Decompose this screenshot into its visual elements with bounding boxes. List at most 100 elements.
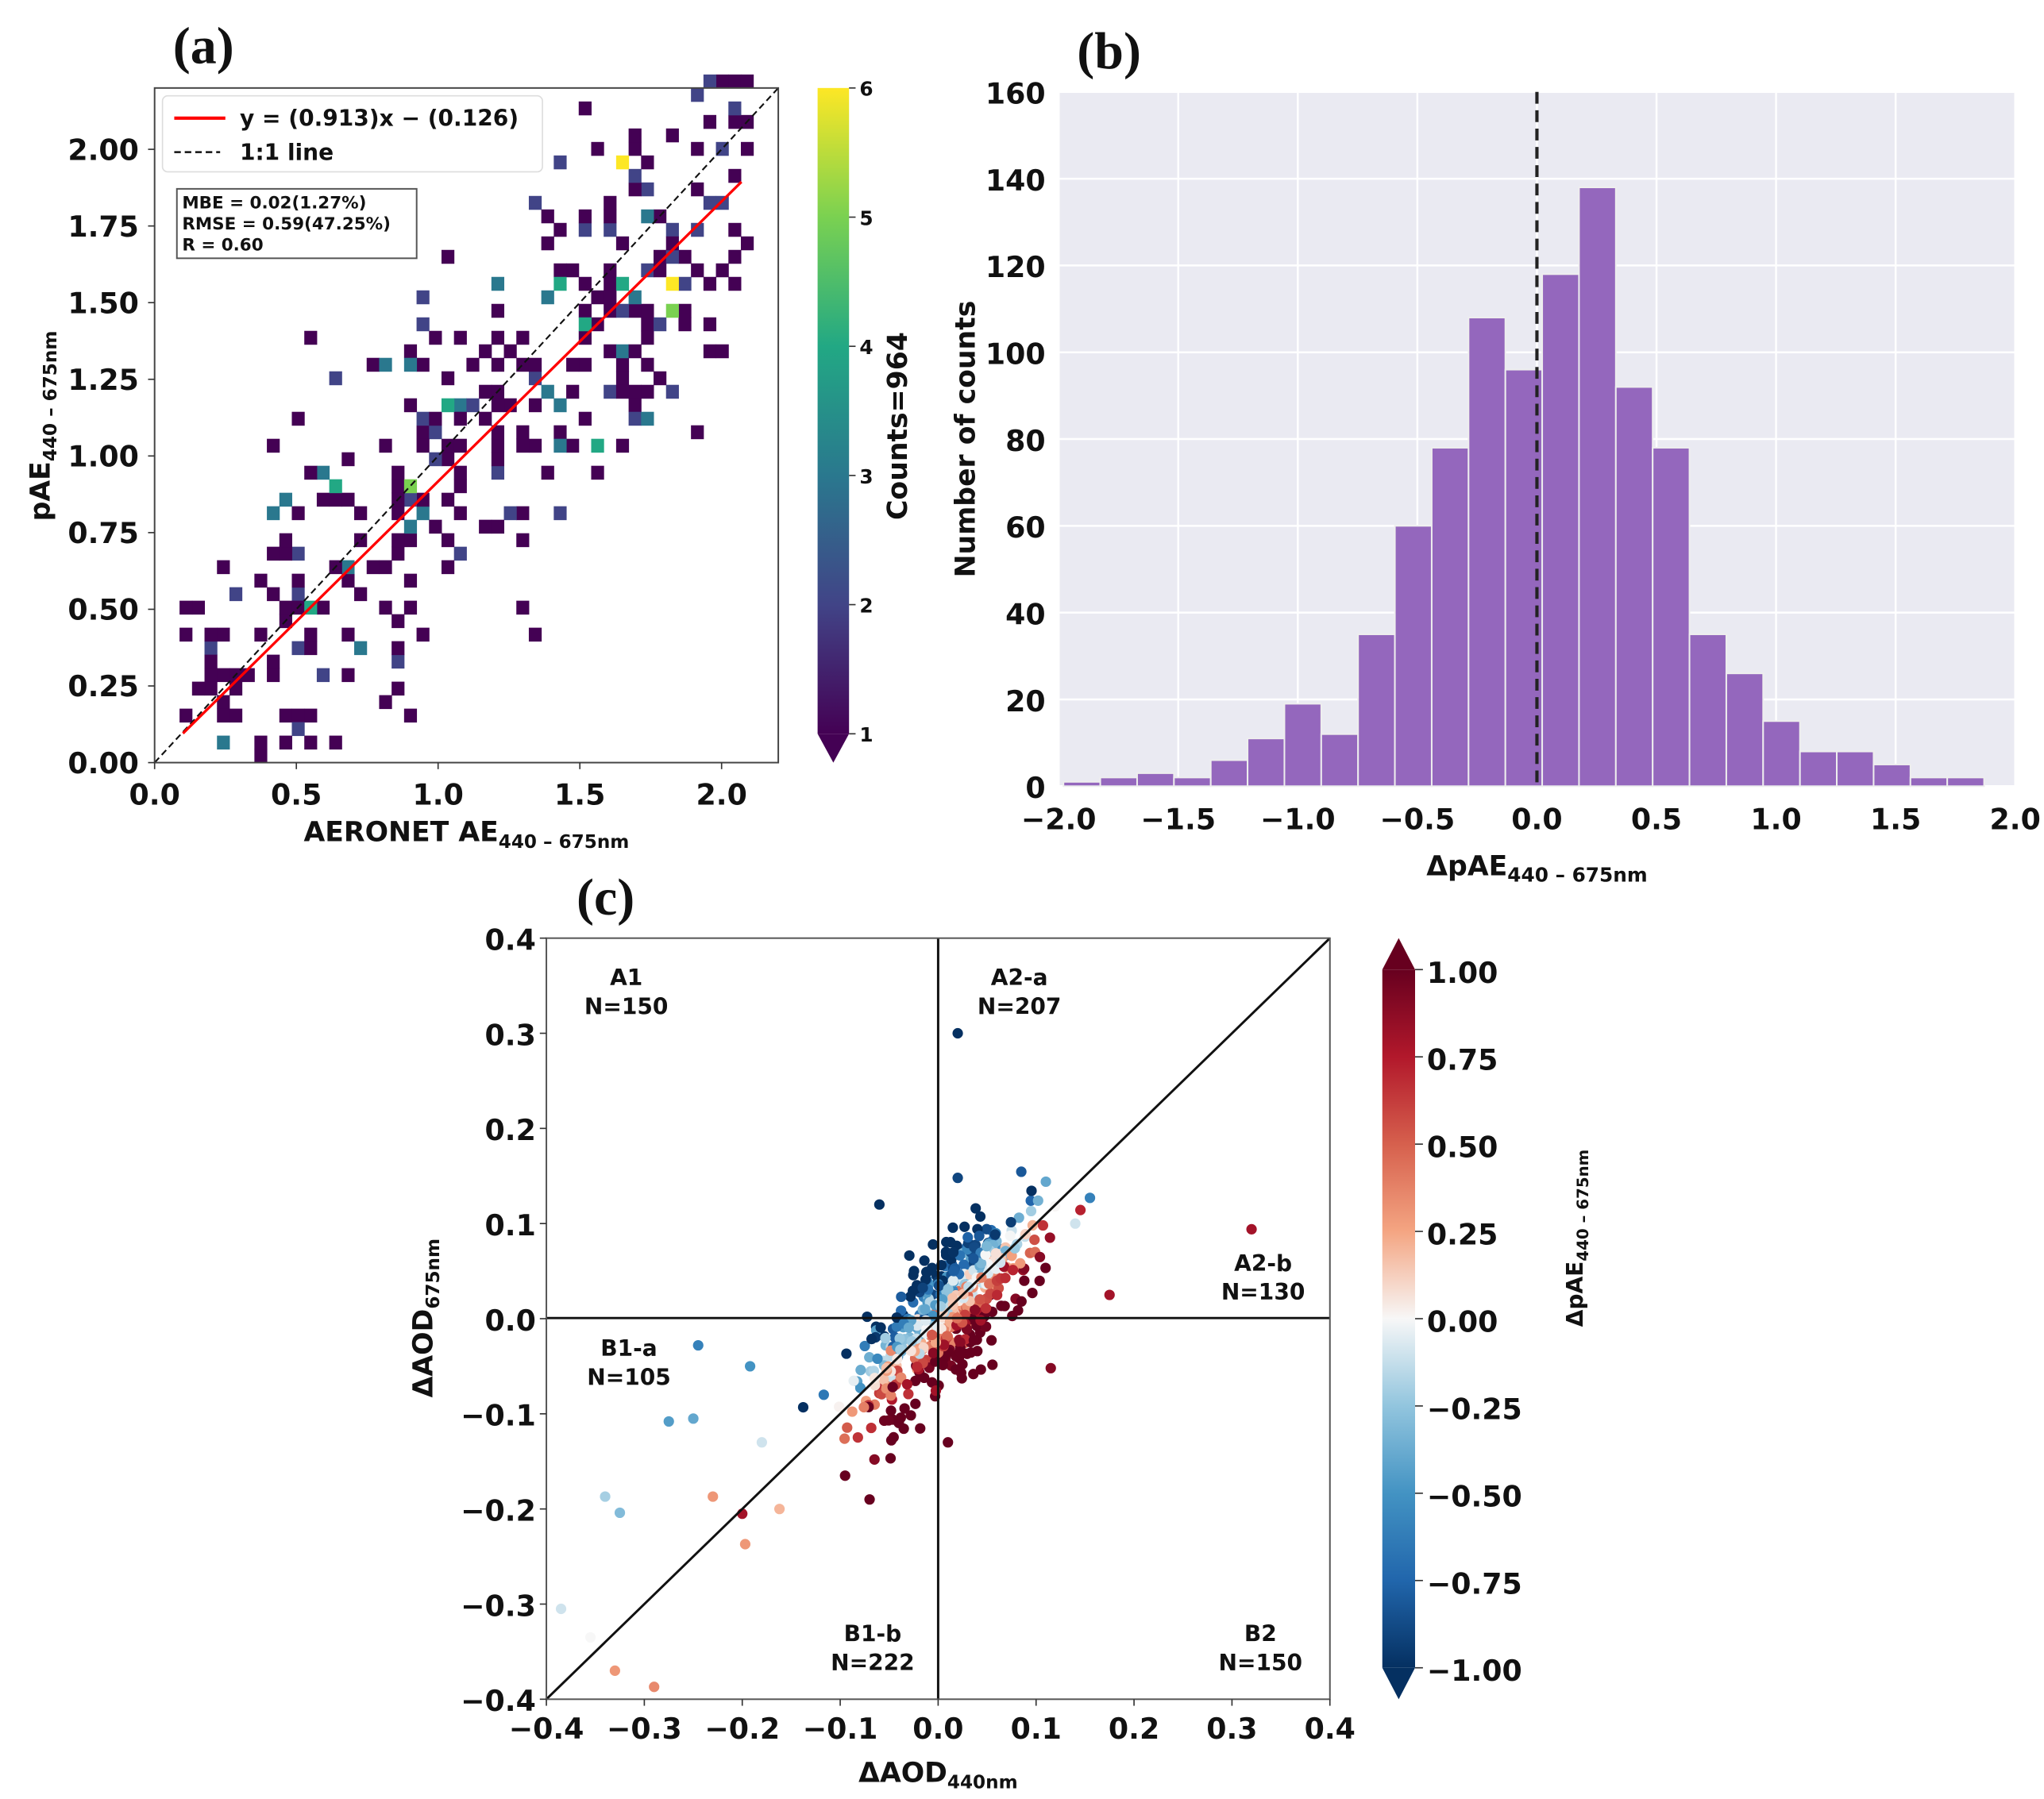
heatmap-cell (429, 425, 442, 440)
heatmap-cell (641, 384, 654, 399)
heatmap-cell (453, 465, 467, 480)
y-axis-label-a: pAE440 – 675nm (25, 331, 61, 522)
x-tick-label: −0.5 (1380, 803, 1456, 837)
scatter-point (862, 1311, 873, 1323)
heatmap-cell (204, 654, 218, 669)
scatter-point (708, 1491, 719, 1502)
heatmap-cell (740, 141, 754, 156)
heatmap-cell (403, 398, 418, 413)
colorbar-tick-label: 0.25 (1427, 1218, 1498, 1252)
heatmap-cell (217, 695, 230, 710)
heatmap-cell (691, 182, 704, 197)
y-tick-label: −0.4 (461, 1684, 536, 1718)
heatmap-cell (391, 641, 405, 656)
colorbar-tick-label: 0.00 (1427, 1305, 1498, 1339)
heatmap-cell (291, 722, 305, 737)
heatmap-cell (728, 101, 742, 116)
x-tick-label: −2.0 (1021, 803, 1097, 837)
heatmap-cell (453, 411, 467, 426)
heatmap-cell (703, 74, 717, 89)
quadrant-a2b-n: N=130 (1221, 1279, 1305, 1305)
heatmap-cell (628, 182, 642, 197)
heatmap-cell (628, 128, 642, 143)
heatmap-cell (403, 573, 418, 588)
heatmap-cell (267, 654, 280, 669)
y-tick-label: 100 (985, 337, 1046, 372)
heatmap-cell (528, 195, 542, 210)
heatmap-cell (578, 209, 592, 224)
scatter-point (975, 1315, 986, 1326)
scatter-point (990, 1248, 1001, 1259)
scatter-point (1040, 1262, 1051, 1273)
heatmap-cell (678, 303, 692, 318)
x-tick-label: 0.5 (1631, 803, 1682, 837)
scatter-point (885, 1435, 897, 1446)
heatmap-cell (354, 587, 368, 602)
scatter-point (922, 1266, 933, 1277)
heatmap-cell (403, 519, 418, 534)
histogram-bar (1320, 733, 1359, 788)
histogram-bar (1209, 759, 1249, 788)
heatmap-cell (291, 641, 305, 656)
quadrant-labels: A1 N=150 A2-a N=207 A2-b N=130 B1-a N=10… (584, 965, 1305, 1676)
scatter-point (1040, 1176, 1051, 1188)
y-tick-label: 1.00 (67, 440, 139, 474)
scatter-point (970, 1304, 981, 1316)
scatter-point (1037, 1219, 1049, 1231)
scatter-point (864, 1352, 875, 1363)
scatter-point (756, 1437, 767, 1448)
heatmap-cell (441, 452, 455, 467)
colorbar-tick-label: −0.75 (1427, 1566, 1522, 1601)
y-tick-label: 1.25 (67, 363, 139, 397)
scatter-point (841, 1348, 852, 1359)
heatmap-cell (678, 249, 692, 264)
scatter-point (955, 1337, 966, 1348)
heatmap-cell (553, 263, 567, 278)
heatmap-cells (179, 74, 754, 764)
scatter-point (1000, 1273, 1011, 1284)
heatmap-cell (553, 506, 567, 521)
x-tick-label: 1.0 (413, 777, 464, 811)
heatmap-panel-a: y = (0.913)x − (0.126) 1:1 line MBE = 0.… (25, 74, 914, 853)
scatter-point (1012, 1304, 1024, 1316)
heatmap-cell (441, 560, 455, 575)
heatmap-cell (491, 438, 505, 453)
scatter-point (1246, 1223, 1257, 1235)
heatmap-cell (691, 141, 704, 156)
heatmap-cell (703, 114, 717, 129)
heatmap-cell (204, 627, 218, 642)
heatmap-cell (491, 465, 505, 480)
axes-frame-a (153, 87, 780, 764)
histogram-bar (1836, 750, 1875, 788)
heatmap-cell (254, 627, 268, 642)
y-tick-label: 120 (985, 250, 1046, 284)
x-tick-label: −1.0 (1260, 803, 1336, 837)
histogram-bar (1247, 738, 1286, 788)
scatter-point (992, 1289, 1003, 1300)
scatter-point (906, 1335, 917, 1347)
heatmap-cell (379, 438, 392, 453)
histogram-bar (1173, 776, 1212, 788)
scatter-point (855, 1365, 866, 1376)
colorbar-tick-label: 1 (859, 723, 873, 746)
scatter-point (958, 1259, 970, 1270)
colorbar-tick-label: 0.75 (1427, 1043, 1498, 1077)
scatter-point (1074, 1204, 1086, 1215)
scatter-point (962, 1231, 974, 1243)
heatmap-cell (615, 276, 630, 291)
heatmap-cell (279, 533, 292, 548)
heatmap-cell (691, 425, 704, 440)
heatmap-cell (604, 290, 617, 305)
heatmap-cell (641, 209, 654, 224)
heatmap-cell (341, 573, 355, 588)
scatter-point (555, 1603, 567, 1615)
scatter-point (901, 1379, 913, 1390)
scatter-point (883, 1415, 894, 1426)
scatter-point (744, 1361, 756, 1372)
scatter-point (928, 1238, 939, 1250)
colorbar-a: 1 2 3 4 5 6 Counts=964 (817, 78, 914, 763)
heatmap-cell (728, 114, 742, 129)
heatmap-cell (267, 587, 280, 602)
quadrant-b1a-n: N=105 (587, 1364, 671, 1390)
scatter-point (927, 1377, 938, 1388)
